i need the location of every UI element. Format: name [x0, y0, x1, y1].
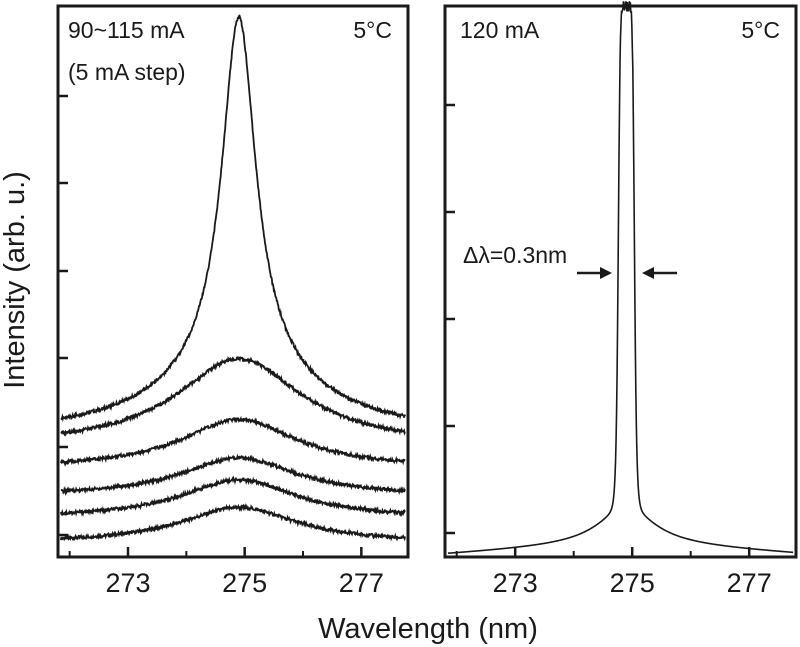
right-ticks: 273 275 277 — [445, 103, 772, 598]
right-x-tick-label: 273 — [493, 568, 538, 598]
left-plot-frame — [56, 4, 410, 559]
fwhm-right-arrow — [642, 267, 677, 279]
left-x-tick-label: 275 — [222, 568, 267, 598]
right-plot-frame — [443, 4, 798, 559]
y-axis-title: Intensity (arb. u.) — [0, 171, 31, 389]
x-axis-title: Wavelength (nm) — [318, 613, 538, 645]
left-x-tick-label: 273 — [105, 568, 150, 598]
left-curves — [60, 13, 406, 542]
left-current-range-label: 90~115 mA — [68, 17, 185, 43]
left-spectrum-95mA — [60, 475, 406, 518]
left-x-tick-label: 277 — [339, 568, 384, 598]
right-temperature-label: 5°C — [741, 17, 780, 43]
right-current-label: 120 mA — [460, 17, 540, 43]
right-x-tick-label: 275 — [610, 568, 655, 598]
right-x-tick-label: 277 — [727, 568, 772, 598]
left-ticks: 273 275 277 — [58, 94, 384, 598]
right-curves — [447, 1, 794, 554]
left-spectrum-105mA — [60, 415, 406, 467]
right-panel: 273 275 277 120 mA 5°C Δλ=0.3nm — [443, 1, 798, 598]
left-panel: 273 275 277 90~115 mA (5 mA step) 5°C — [56, 4, 410, 598]
fwhm-left-arrow — [577, 267, 612, 279]
fwhm-label: Δλ=0.3nm — [463, 242, 567, 268]
left-spectrum-110mA — [60, 355, 406, 437]
left-spectrum-90mA — [60, 502, 406, 542]
left-spectrum-100mA — [60, 453, 406, 497]
left-temperature-label: 5°C — [353, 17, 392, 43]
left-spectrum-115mA — [60, 13, 406, 423]
left-step-label: (5 mA step) — [68, 59, 186, 85]
right-spectrum-120mA — [447, 1, 794, 554]
